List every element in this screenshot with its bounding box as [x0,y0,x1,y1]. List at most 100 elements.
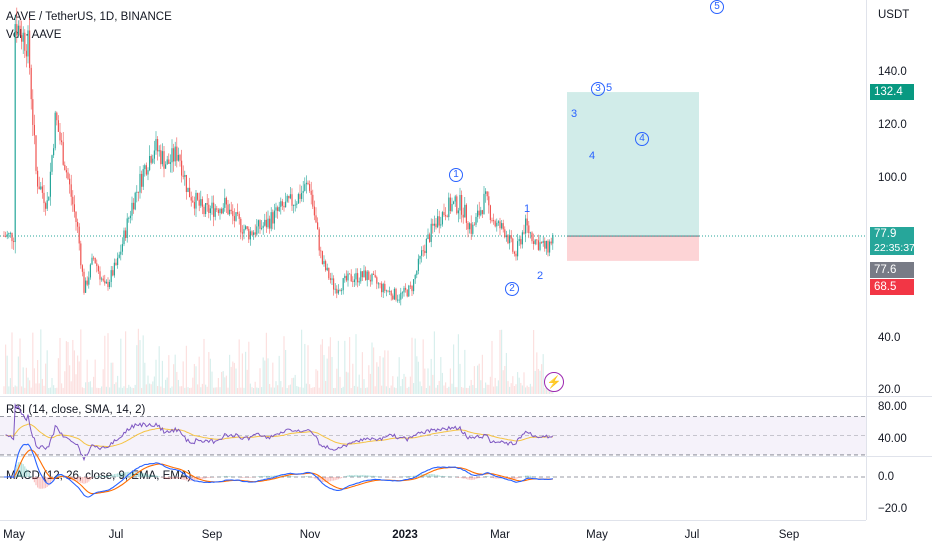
macd-histogram-bar [351,475,352,477]
candle-body [531,233,532,242]
candle-body [117,258,118,265]
volume-bar [183,361,184,394]
candle-body [226,198,227,205]
candle-body [535,239,536,244]
volume-bar [45,364,46,394]
candle-body [159,150,160,151]
candle-body [320,250,321,251]
candle-body [35,135,36,170]
macd-histogram-bar [407,476,408,477]
candle-body [445,215,446,216]
macd-histogram-bar [226,476,227,477]
macd-histogram-bar [448,476,449,477]
volume-bar [58,358,59,394]
volume-bar [88,382,89,394]
candle-body [107,282,108,287]
volume-bar [488,385,489,394]
lightning-icon[interactable]: ⚡ [544,372,564,392]
volume-bar [379,356,380,394]
wave-label-circled-5: 5 [710,0,724,14]
candle-body [178,155,179,161]
candle-body [343,278,344,290]
candle-body [111,270,112,282]
macd-histogram-bar [411,476,412,477]
candle-body [362,271,363,277]
wave-label-5: 5 [606,82,612,94]
volume-bar [194,364,195,394]
volume-bar [487,385,488,394]
macd-histogram-bar [359,475,360,477]
volume-bar [496,386,497,394]
volume-bar [264,361,265,394]
volume-bar [525,387,526,394]
candle-body [45,203,46,209]
volume-bar [3,386,4,394]
candle-body [392,296,393,300]
candle-body [11,233,12,241]
wave-label-circled-3: 3 [591,82,605,96]
volume-bar [147,376,148,394]
candle-body [279,207,280,211]
candle-body [495,221,496,226]
price-axis[interactable]: USDT 140.0 120.0 100.0 40.0 20.0 80.00 4… [866,0,932,520]
macd-histogram-bar [439,475,440,477]
candle-body [546,241,547,249]
candle-body [263,226,264,228]
macd-histogram-bar [357,475,358,477]
macd-histogram-bar [378,476,379,477]
candle-body [504,229,505,237]
macd-histogram-bar [111,475,112,477]
macd-histogram-bar [312,477,313,478]
macd-histogram-bar [202,477,203,479]
volume-bar [8,386,9,394]
macd-histogram-bar [515,477,516,479]
candle-body [491,220,492,221]
volume-bar [408,387,409,394]
candle-body [79,227,80,244]
macd-histogram-bar [179,477,180,479]
volume-bar [365,388,366,394]
candle-body [525,219,526,234]
volume-bar [471,380,472,394]
candle-body [503,223,504,229]
candle-body [24,33,25,51]
candle-body [58,120,59,132]
candle-body [80,243,81,265]
volume-bar [103,369,104,394]
volume-bar [495,378,496,394]
macd-histogram-bar [32,477,33,480]
macd-pane[interactable] [0,457,866,520]
volume-bar [232,362,233,394]
macd-histogram-bar [207,477,208,478]
candle-body [466,205,467,223]
candle-body [133,203,134,210]
volume-bar [469,386,470,394]
volume-bar [32,333,33,394]
macd-histogram-bar [527,475,528,477]
volume-bar [480,380,481,394]
candle-body [235,212,236,221]
candle-body [3,236,4,237]
candle-body [88,277,89,284]
rsi-axis-label: 80.00 [878,401,907,413]
candle-body [183,176,184,177]
macd-histogram-bar [167,477,168,479]
volume-bar [63,388,64,394]
prev-close-tag: 77.6 [870,262,914,278]
macd-histogram-bar [115,474,116,477]
macd-histogram-bar [335,477,336,480]
macd-histogram-bar [146,474,147,477]
rsi-pane[interactable] [0,397,866,456]
volume-bar [437,385,438,394]
target-zone [567,92,699,236]
candle-body [197,193,198,200]
volume-bar [146,384,147,394]
main-chart-pane[interactable] [0,0,866,396]
time-axis[interactable]: May Jul Sep Nov 2023 Mar May Jul Sep [0,520,866,551]
candle-body [533,241,534,244]
volume-bar [399,357,400,394]
macd-histogram-bar [205,477,206,478]
volume-bar [266,333,267,394]
volume-bar [331,357,332,394]
candle-body [64,165,65,170]
